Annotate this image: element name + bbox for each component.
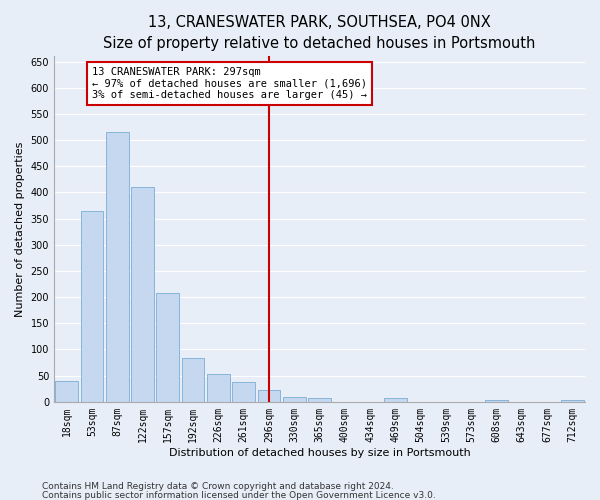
Bar xyxy=(106,132,128,402)
Bar xyxy=(561,400,584,402)
Bar xyxy=(182,358,205,402)
Bar xyxy=(308,398,331,402)
Title: 13, CRANESWATER PARK, SOUTHSEA, PO4 0NX
Size of property relative to detached ho: 13, CRANESWATER PARK, SOUTHSEA, PO4 0NX … xyxy=(103,15,536,51)
Bar xyxy=(384,398,407,402)
Bar xyxy=(283,396,305,402)
Y-axis label: Number of detached properties: Number of detached properties xyxy=(15,142,25,317)
Text: Contains HM Land Registry data © Crown copyright and database right 2024.: Contains HM Land Registry data © Crown c… xyxy=(42,482,394,491)
Bar xyxy=(157,294,179,402)
Bar xyxy=(257,390,280,402)
Bar xyxy=(485,400,508,402)
Bar xyxy=(55,381,78,402)
Bar xyxy=(207,374,230,402)
Bar xyxy=(232,382,255,402)
Text: 13 CRANESWATER PARK: 297sqm
← 97% of detached houses are smaller (1,696)
3% of s: 13 CRANESWATER PARK: 297sqm ← 97% of det… xyxy=(92,67,367,100)
X-axis label: Distribution of detached houses by size in Portsmouth: Distribution of detached houses by size … xyxy=(169,448,470,458)
Bar xyxy=(80,211,103,402)
Bar xyxy=(131,187,154,402)
Text: Contains public sector information licensed under the Open Government Licence v3: Contains public sector information licen… xyxy=(42,490,436,500)
